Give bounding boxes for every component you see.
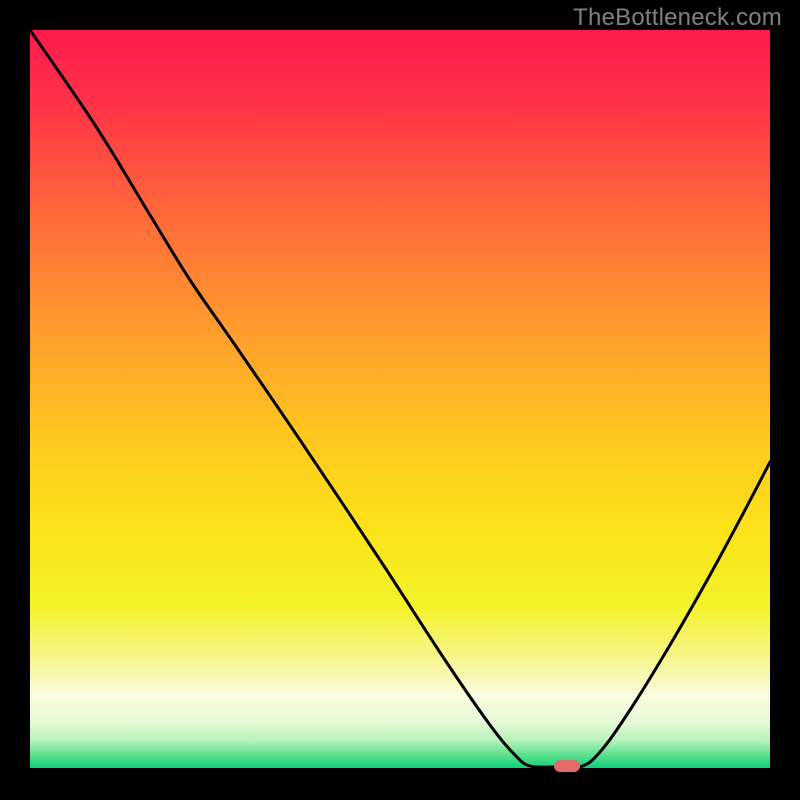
bottleneck-chart <box>0 0 800 800</box>
chart-frame: TheBottleneck.com <box>0 0 800 800</box>
plot-background <box>30 30 770 770</box>
minimum-marker <box>554 760 580 772</box>
